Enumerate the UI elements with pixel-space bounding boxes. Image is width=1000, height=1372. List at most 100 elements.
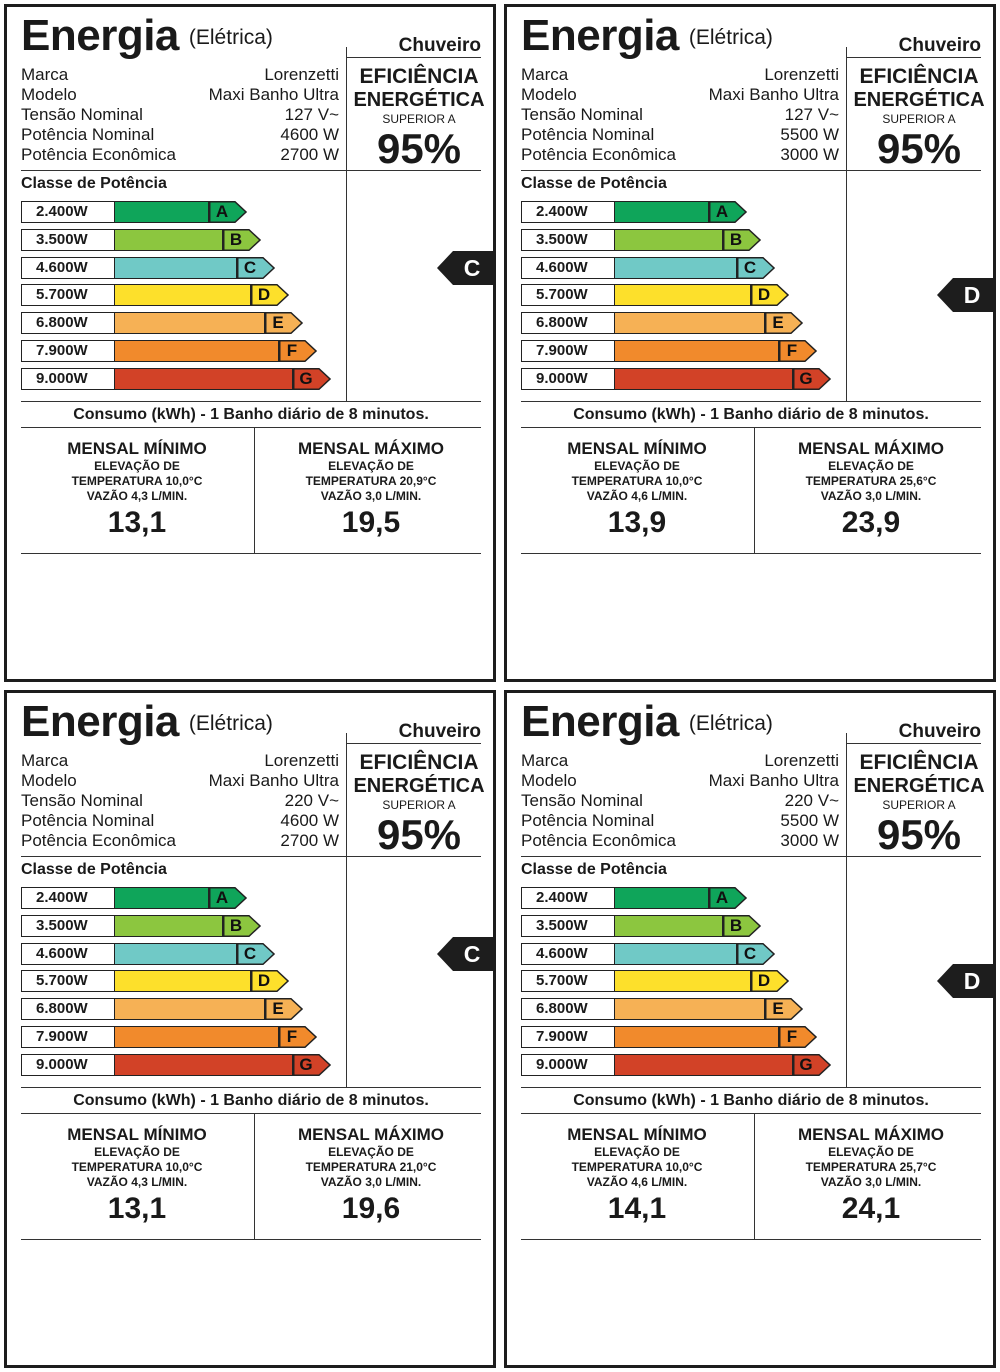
- monthly-detail: VAZÃO 3,0 L/MIN.: [320, 489, 422, 503]
- monthly-detail: ELEVAÇÃO DE: [94, 459, 180, 473]
- power-class-letter: E: [772, 999, 784, 1019]
- power-class-bar: [615, 256, 737, 279]
- consumption-caption: Consumo (kWh) - 1 Banho diário de 8 minu…: [573, 406, 929, 423]
- energy-label-card: Energia (Elétrica) Chuveiro Marca Lorenzetti…: [4, 4, 496, 682]
- power-class-bar: [115, 367, 293, 390]
- power-class-bar: [115, 998, 265, 1021]
- divider: [521, 553, 981, 554]
- spec-label: Marca: [21, 65, 69, 84]
- rating-arrow-icon: [437, 250, 493, 285]
- power-class-letter: G: [299, 1054, 313, 1074]
- spec-value: 4600 W: [280, 125, 339, 144]
- power-class-letter: B: [229, 229, 243, 249]
- rating-letter: D: [963, 968, 981, 995]
- spec-value: Lorenzetti: [764, 65, 839, 84]
- monthly-detail: ELEVAÇÃO DE: [328, 459, 414, 473]
- efficiency-line2: ENERGÉTICA: [853, 89, 985, 111]
- spec-value: Lorenzetti: [264, 751, 339, 770]
- divider: [847, 57, 981, 58]
- efficiency-line1: EFICIÊNCIA: [359, 65, 479, 88]
- product-type: Chuveiro: [398, 35, 481, 56]
- power-class-letter: A: [215, 202, 229, 221]
- power-class-letter: C: [743, 943, 757, 963]
- spec-value: 220 V~: [784, 791, 839, 810]
- power-class-arrow: [793, 367, 831, 390]
- spec-row: Marca Lorenzetti: [521, 65, 839, 85]
- power-class-bar: [615, 201, 709, 223]
- monthly-title: MENSAL MÍNIMO: [567, 1125, 707, 1144]
- power-class-label: 5.700W: [21, 970, 115, 993]
- monthly-value: 13,1: [107, 1192, 167, 1225]
- power-class-bar: [115, 256, 237, 279]
- power-class-letter: B: [729, 229, 743, 249]
- power-class-label: 3.500W: [521, 914, 615, 937]
- power-class-label: 4.600W: [21, 942, 115, 965]
- monthly-detail: TEMPERATURA 10,0°C: [571, 474, 703, 488]
- monthly-detail: TEMPERATURA 21,0°C: [305, 1160, 437, 1174]
- divider: [21, 856, 481, 857]
- spec-value: 220 V~: [284, 791, 339, 810]
- power-class-bar: [615, 228, 723, 251]
- spec-row: Tensão Nominal 220 V~: [21, 791, 339, 811]
- power-class-bar: [115, 942, 237, 965]
- power-class-letter: C: [243, 257, 257, 277]
- power-class-label: 7.900W: [521, 1026, 615, 1048]
- spec-row: Potência Econômica 2700 W: [21, 145, 339, 165]
- monthly-value: 24,1: [841, 1192, 901, 1225]
- classe-title: Classe de Potência: [21, 861, 167, 878]
- power-class-arrow: [723, 914, 761, 937]
- power-class-label: 3.500W: [21, 228, 115, 251]
- power-class-letter: F: [786, 1027, 798, 1046]
- power-class-bar: [615, 998, 765, 1021]
- power-class-letter: G: [799, 1054, 813, 1074]
- spec-value: 3000 W: [780, 831, 839, 850]
- spec-value: 2700 W: [280, 145, 339, 164]
- monthly-title: MENSAL MÍNIMO: [67, 1125, 207, 1144]
- power-class-label: 7.900W: [21, 1026, 115, 1048]
- monthly-value: 19,5: [341, 506, 401, 539]
- power-class-letter: C: [743, 257, 757, 277]
- power-class-letter: F: [286, 341, 298, 360]
- monthly-detail: ELEVAÇÃO DE: [828, 459, 914, 473]
- power-class-bar: [115, 887, 209, 909]
- power-class-bar: [615, 942, 737, 965]
- classe-title: Classe de Potência: [521, 861, 667, 878]
- label-title: Energia: [521, 697, 679, 746]
- power-class-arrow: [265, 998, 303, 1021]
- power-class-arrow: [751, 970, 789, 993]
- divider: [521, 856, 981, 857]
- consumption-caption: Consumo (kWh) - 1 Banho diário de 8 minu…: [73, 1092, 429, 1109]
- monthly-detail: VAZÃO 4,3 L/MIN.: [86, 489, 188, 503]
- efficiency-line1: EFICIÊNCIA: [859, 65, 979, 88]
- spec-label: Tensão Nominal: [21, 105, 143, 124]
- power-class-arrow: [779, 340, 817, 362]
- power-class-arrow: [723, 228, 761, 251]
- monthly-detail: ELEVAÇÃO DE: [594, 459, 680, 473]
- energy-label-card: Energia (Elétrica) Chuveiro Marca Lorenzetti…: [4, 690, 496, 1368]
- label-title: Energia: [21, 697, 179, 746]
- power-class-arrow: [765, 312, 803, 335]
- efficiency-box: EFICIÊNCIA ENERGÉTICA SUPERIOR A 95%: [849, 65, 989, 171]
- monthly-detail: TEMPERATURA 25,6°C: [805, 474, 937, 488]
- power-class-label: 2.400W: [521, 201, 615, 223]
- spec-label: Potência Econômica: [521, 831, 676, 850]
- spec-label: Modelo: [521, 85, 577, 104]
- classe-title: Classe de Potência: [21, 175, 167, 192]
- divider: [21, 1113, 481, 1114]
- power-class-letter: G: [799, 368, 813, 388]
- divider: [754, 427, 755, 553]
- spec-row: Potência Nominal 4600 W: [21, 125, 339, 145]
- power-class-label: 3.500W: [21, 914, 115, 937]
- spec-row: Potência Nominal 4600 W: [21, 811, 339, 831]
- classe-title: Classe de Potência: [521, 175, 667, 192]
- spec-label: Potência Nominal: [521, 811, 655, 830]
- monthly-maximum: MENSAL MÁXIMO ELEVAÇÃO DE TEMPERATURA 20,9…: [255, 439, 487, 542]
- power-class-arrow: [251, 284, 289, 307]
- spec-value: Lorenzetti: [764, 751, 839, 770]
- divider: [521, 401, 981, 402]
- efficiency-line2: ENERGÉTICA: [353, 775, 485, 797]
- label-subtitle: (Elétrica): [688, 26, 773, 49]
- monthly-value: 13,9: [607, 506, 667, 539]
- rating-letter: D: [963, 282, 981, 309]
- spec-row: Potência Econômica 2700 W: [21, 831, 339, 851]
